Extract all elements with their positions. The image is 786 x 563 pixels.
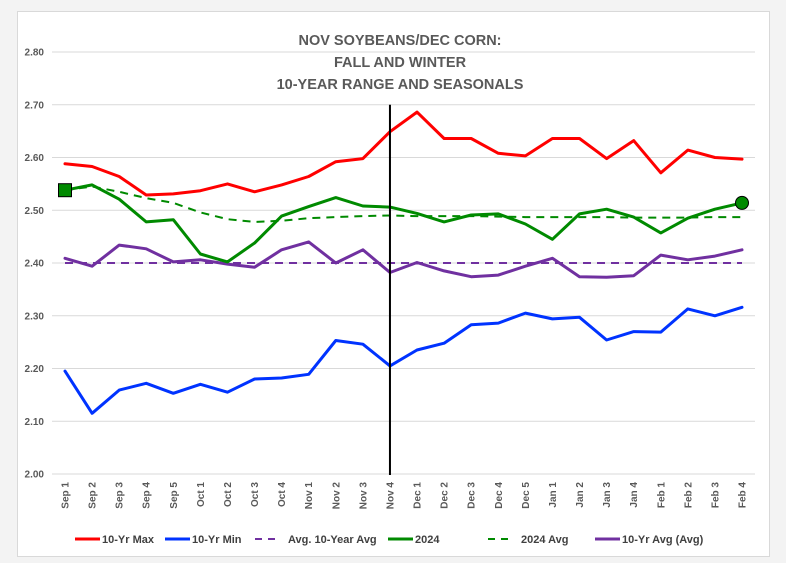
end-circle-marker [735,195,749,210]
x-tick-label: Sep 3 [115,482,126,509]
legend-item: 2024 [388,534,440,546]
x-tick-label: Dec 3 [467,482,478,509]
legend-label: 2024 Avg [521,534,569,546]
y-tick-label: 2.20 [25,364,45,375]
x-tick-label: Oct 4 [277,482,288,507]
x-tick-label: Jan 3 [602,482,613,508]
series-lines [63,110,744,415]
legend-item: 10-Yr Max [75,534,155,546]
x-tick-label: Nov 2 [331,482,342,510]
chart-panel [17,11,770,557]
series-line-2024-avg [64,185,742,223]
x-tick-label: Nov 3 [358,482,369,510]
legend-label: 2024 [415,534,440,546]
y-tick-label: 2.80 [25,48,45,59]
x-tick-label: Feb 3 [710,482,721,509]
x-axis-ticks: Sep 1 Sep 2 Sep 3 Sep 4 Sep 5 Oct 1 Oct 2 Oct 3… [61,482,749,510]
x-tick-label: Nov 4 [385,482,396,510]
x-tick-label: Oct 2 [223,482,234,507]
x-tick-label: Dec 5 [521,482,532,509]
series-line-10-yr-min [63,305,744,415]
series-line-10-yr-max [63,110,744,197]
series-line-2024 [63,183,744,264]
x-tick-label: Dec 2 [440,482,451,509]
legend-item: 10-Yr Min [165,534,242,546]
y-tick-label: 2.40 [25,259,45,270]
x-tick-label: Nov 1 [304,482,315,510]
x-tick-label: Jan 2 [575,482,586,508]
chart-title: NOV SOYBEANS/DEC CORN: FALL AND WINTER 1… [277,33,524,93]
x-tick-label: Jan 1 [548,482,559,508]
legend-label: 10-Yr Max [102,534,155,546]
x-tick-label: Dec 4 [494,482,505,509]
y-tick-label: 2.10 [25,417,45,428]
legend-item: Avg. 10-Year Avg [255,534,377,546]
x-tick-label: Sep 4 [142,482,153,509]
x-tick-label: Jan 4 [629,482,640,508]
legend-label: 10-Yr Avg (Avg) [622,534,704,546]
x-tick-label: Oct 3 [250,482,261,507]
chart-title-line-2: FALL AND WINTER [334,55,467,71]
x-tick-label: Sep 1 [61,482,72,509]
x-tick-label: Sep 2 [88,482,99,509]
chart-title-line-3: 10-YEAR RANGE AND SEASONALS [277,77,524,93]
y-tick-label: 2.00 [25,470,45,481]
y-tick-label: 2.60 [25,153,45,164]
start-square-marker [58,183,72,198]
y-tick-label: 2.30 [25,311,45,322]
series-markers [58,183,749,210]
y-axis-ticks: 2.00 2.10 2.20 2.30 2.40 2.50 2.60 2.70 2.80 [25,48,45,481]
legend-label: Avg. 10-Year Avg [288,534,377,546]
legend-item: 10-Yr Avg (Avg) [595,534,704,546]
x-tick-label: Dec 1 [413,482,424,509]
legend-item: 2024 Avg [488,534,569,546]
y-tick-label: 2.70 [25,100,45,111]
chart-title-line-1: NOV SOYBEANS/DEC CORN: [298,33,501,49]
x-tick-label: Sep 5 [169,482,180,509]
legend-label: 10-Yr Min [192,534,242,546]
x-tick-label: Oct 1 [196,482,207,507]
legend: 10-Yr Max 10-Yr Min Avg. 10-Year Avg 2024 20… [75,534,704,546]
x-tick-label: Feb 1 [656,482,667,509]
y-tick-label: 2.50 [25,206,45,217]
x-tick-label: Feb 4 [738,482,749,509]
x-tick-label: Feb 2 [683,482,694,509]
series-line-10-yr-avg-avg [63,240,744,279]
